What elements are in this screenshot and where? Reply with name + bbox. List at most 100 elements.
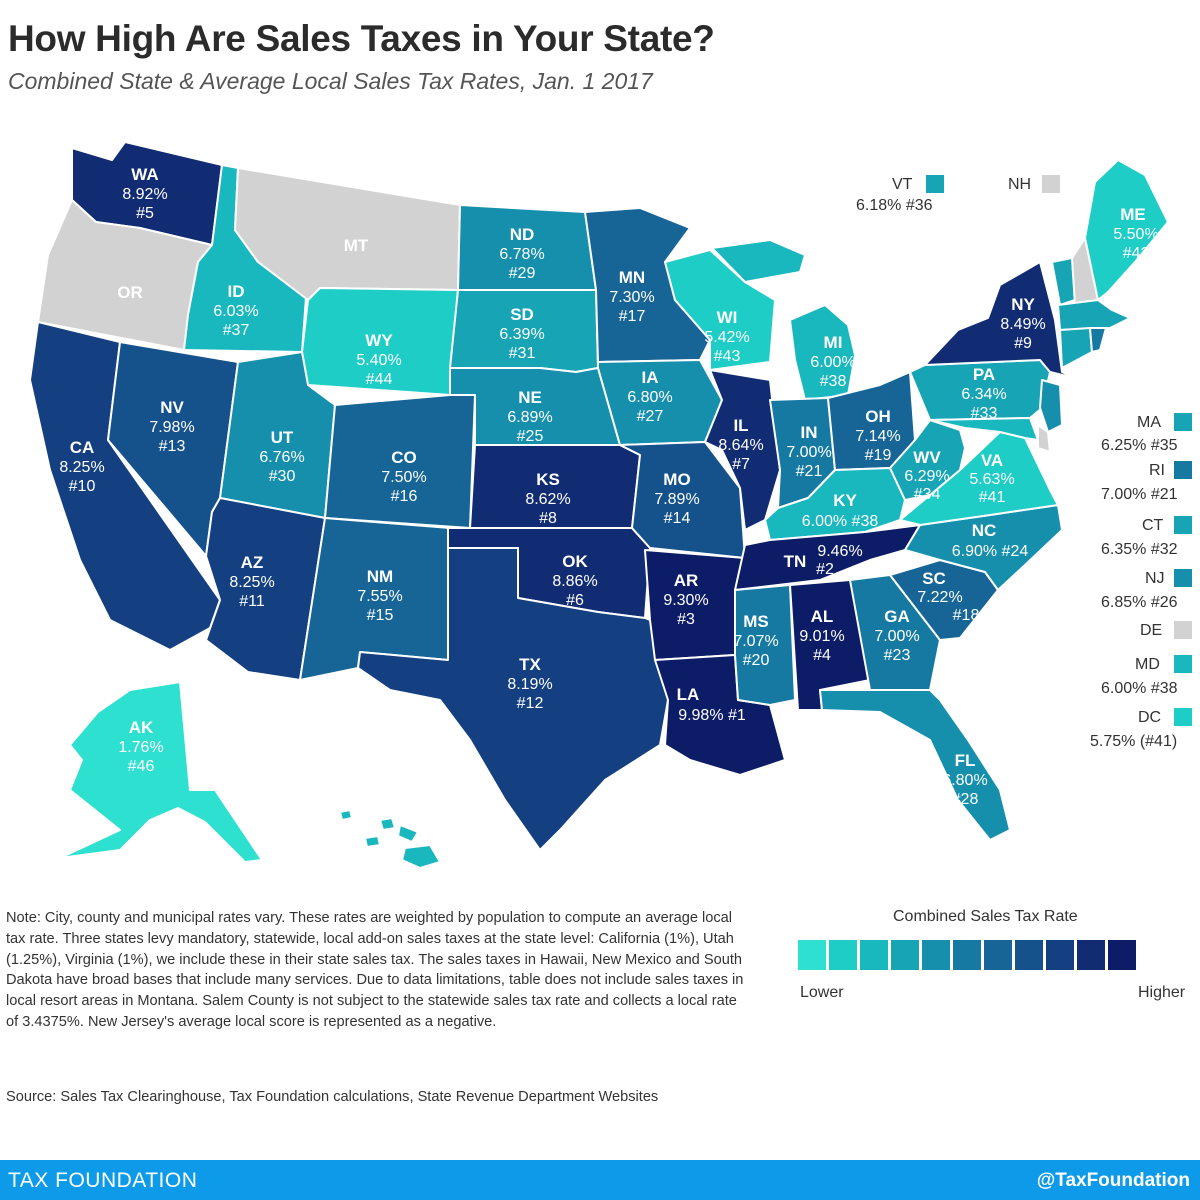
- label-IN: IN: [801, 423, 818, 442]
- label-WV: WV: [913, 448, 941, 467]
- label-WI: WI: [717, 308, 738, 327]
- rank-MN: #17: [619, 308, 646, 325]
- state-MO[interactable]: [619, 441, 746, 559]
- label-LA: LA: [677, 685, 700, 704]
- legend-swatch-1: [798, 940, 826, 970]
- legend-swatch-4: [891, 940, 919, 970]
- rank-WY: #44: [366, 371, 393, 388]
- callout-VT-label: VT: [892, 176, 913, 193]
- callout-CT-value: 6.35% #32: [1101, 541, 1178, 558]
- state-FL[interactable]: [819, 689, 1011, 841]
- callout-VT-value: 6.18% #36: [856, 197, 933, 214]
- label-IL: IL: [733, 416, 748, 435]
- rank-GA: #23: [884, 647, 911, 664]
- rank-ME: #42: [1123, 245, 1150, 262]
- value-WY: 5.40%: [356, 352, 401, 369]
- state-AK[interactable]: [59, 681, 263, 863]
- state-MI[interactable]: [711, 239, 856, 401]
- legend-title: Combined Sales Tax Rate: [893, 908, 1078, 925]
- value-GA: 7.00%: [874, 628, 919, 645]
- label-ID: ID: [228, 282, 245, 301]
- state-DE[interactable]: [1037, 424, 1051, 453]
- rank-WA: #5: [136, 205, 154, 222]
- state-TX[interactable]: [357, 547, 669, 851]
- label-FL: FL: [955, 751, 976, 770]
- value-KS: 8.62%: [525, 491, 570, 508]
- value-VA: 5.63%: [969, 471, 1014, 488]
- callout-CT-swatch: [1174, 516, 1192, 534]
- value-ME: 5.50%: [1113, 226, 1158, 243]
- value-NY: 8.49%: [1000, 316, 1045, 333]
- rank-MI: #38: [820, 373, 847, 390]
- value-CA: 8.25%: [59, 459, 104, 476]
- page-subtitle: Combined State & Average Local Sales Tax…: [8, 68, 653, 94]
- value-TX: 8.19%: [507, 676, 552, 693]
- callout-DE-label: DE: [1140, 622, 1163, 639]
- state-HI[interactable]: [339, 809, 441, 869]
- label-NM: NM: [367, 567, 393, 586]
- legend-swatch-6: [953, 940, 981, 970]
- rank-NM: #15: [367, 607, 394, 624]
- label-NE: NE: [518, 388, 542, 407]
- state-WV[interactable]: [889, 419, 966, 501]
- callout-DC-label: DC: [1138, 709, 1162, 726]
- value-OK: 8.86%: [552, 573, 597, 590]
- value-PA: 6.34%: [961, 386, 1006, 403]
- label-CA: CA: [70, 438, 95, 457]
- value-AZ: 8.25%: [229, 574, 274, 591]
- rank-PA: #33: [971, 405, 998, 422]
- label-PA: PA: [973, 365, 995, 384]
- callout-NJ-label: NJ: [1145, 570, 1165, 587]
- label-ND: ND: [510, 225, 535, 244]
- state-GA[interactable]: [849, 574, 941, 691]
- state-labels: WA 8.92% #5 OR CA 8.25% #10 ID 6.03% #37…: [59, 165, 1158, 808]
- value-IA: 6.80%: [627, 389, 672, 406]
- state-CO[interactable]: [324, 394, 476, 529]
- value-MI: 6.00%: [810, 354, 855, 371]
- state-NJ[interactable]: [1039, 379, 1063, 433]
- state-WI[interactable]: [664, 249, 776, 371]
- rank-VA: #41: [979, 489, 1006, 506]
- footer-handle: @TaxFoundation: [1036, 1170, 1190, 1191]
- rank-AL: #4: [813, 647, 831, 664]
- callout-DC-swatch: [1174, 708, 1192, 726]
- callout-NH-label: NH: [1008, 176, 1032, 193]
- rank-FL: #28: [952, 791, 979, 808]
- state-MA[interactable]: [1057, 299, 1131, 331]
- label-OH: OH: [865, 407, 891, 426]
- callout-MA-swatch: [1174, 413, 1192, 431]
- callout-MD-label: MD: [1135, 656, 1160, 673]
- rank-NY: #9: [1014, 335, 1032, 352]
- value-AL: 9.01%: [799, 628, 844, 645]
- rank-OH: #19: [865, 447, 892, 464]
- state-NY[interactable]: [924, 261, 1076, 379]
- callout-VT-swatch: [926, 175, 944, 193]
- value-UT: 6.76%: [259, 449, 304, 466]
- rank-SC: #18: [953, 607, 980, 624]
- source-text: Source: Sales Tax Clearinghouse, Tax Fou…: [6, 1089, 659, 1105]
- state-ME[interactable]: [1084, 159, 1169, 301]
- rank-CO: #16: [391, 488, 418, 505]
- rank-WI: #43: [714, 348, 741, 365]
- value-NM: 7.55%: [357, 588, 402, 605]
- label-TN: TN: [784, 552, 807, 571]
- label-ME: ME: [1120, 205, 1146, 224]
- value-NC: 6.90% #24: [952, 543, 1029, 560]
- footer-brand: TAX FOUNDATION: [8, 1169, 198, 1192]
- value-NV: 7.98%: [149, 419, 194, 436]
- value-MS: 7.07%: [733, 633, 778, 650]
- callout-MA-label: MA: [1137, 414, 1161, 431]
- legend-high-label: Higher: [1138, 984, 1186, 1001]
- legend-swatch-11: [1108, 940, 1136, 970]
- label-MI: MI: [824, 333, 843, 352]
- state-CT[interactable]: [1059, 327, 1093, 369]
- label-WY: WY: [365, 331, 393, 350]
- label-NY: NY: [1011, 295, 1035, 314]
- label-TX: TX: [519, 655, 541, 674]
- state-MD[interactable]: [929, 417, 1039, 441]
- rank-AK: #46: [128, 758, 155, 775]
- callout-RI-value: 7.00% #21: [1101, 486, 1178, 503]
- state-RI[interactable]: [1089, 327, 1107, 353]
- rank-ND: #29: [509, 265, 536, 282]
- footer-bar: TAX FOUNDATION @TaxFoundation: [0, 1160, 1200, 1200]
